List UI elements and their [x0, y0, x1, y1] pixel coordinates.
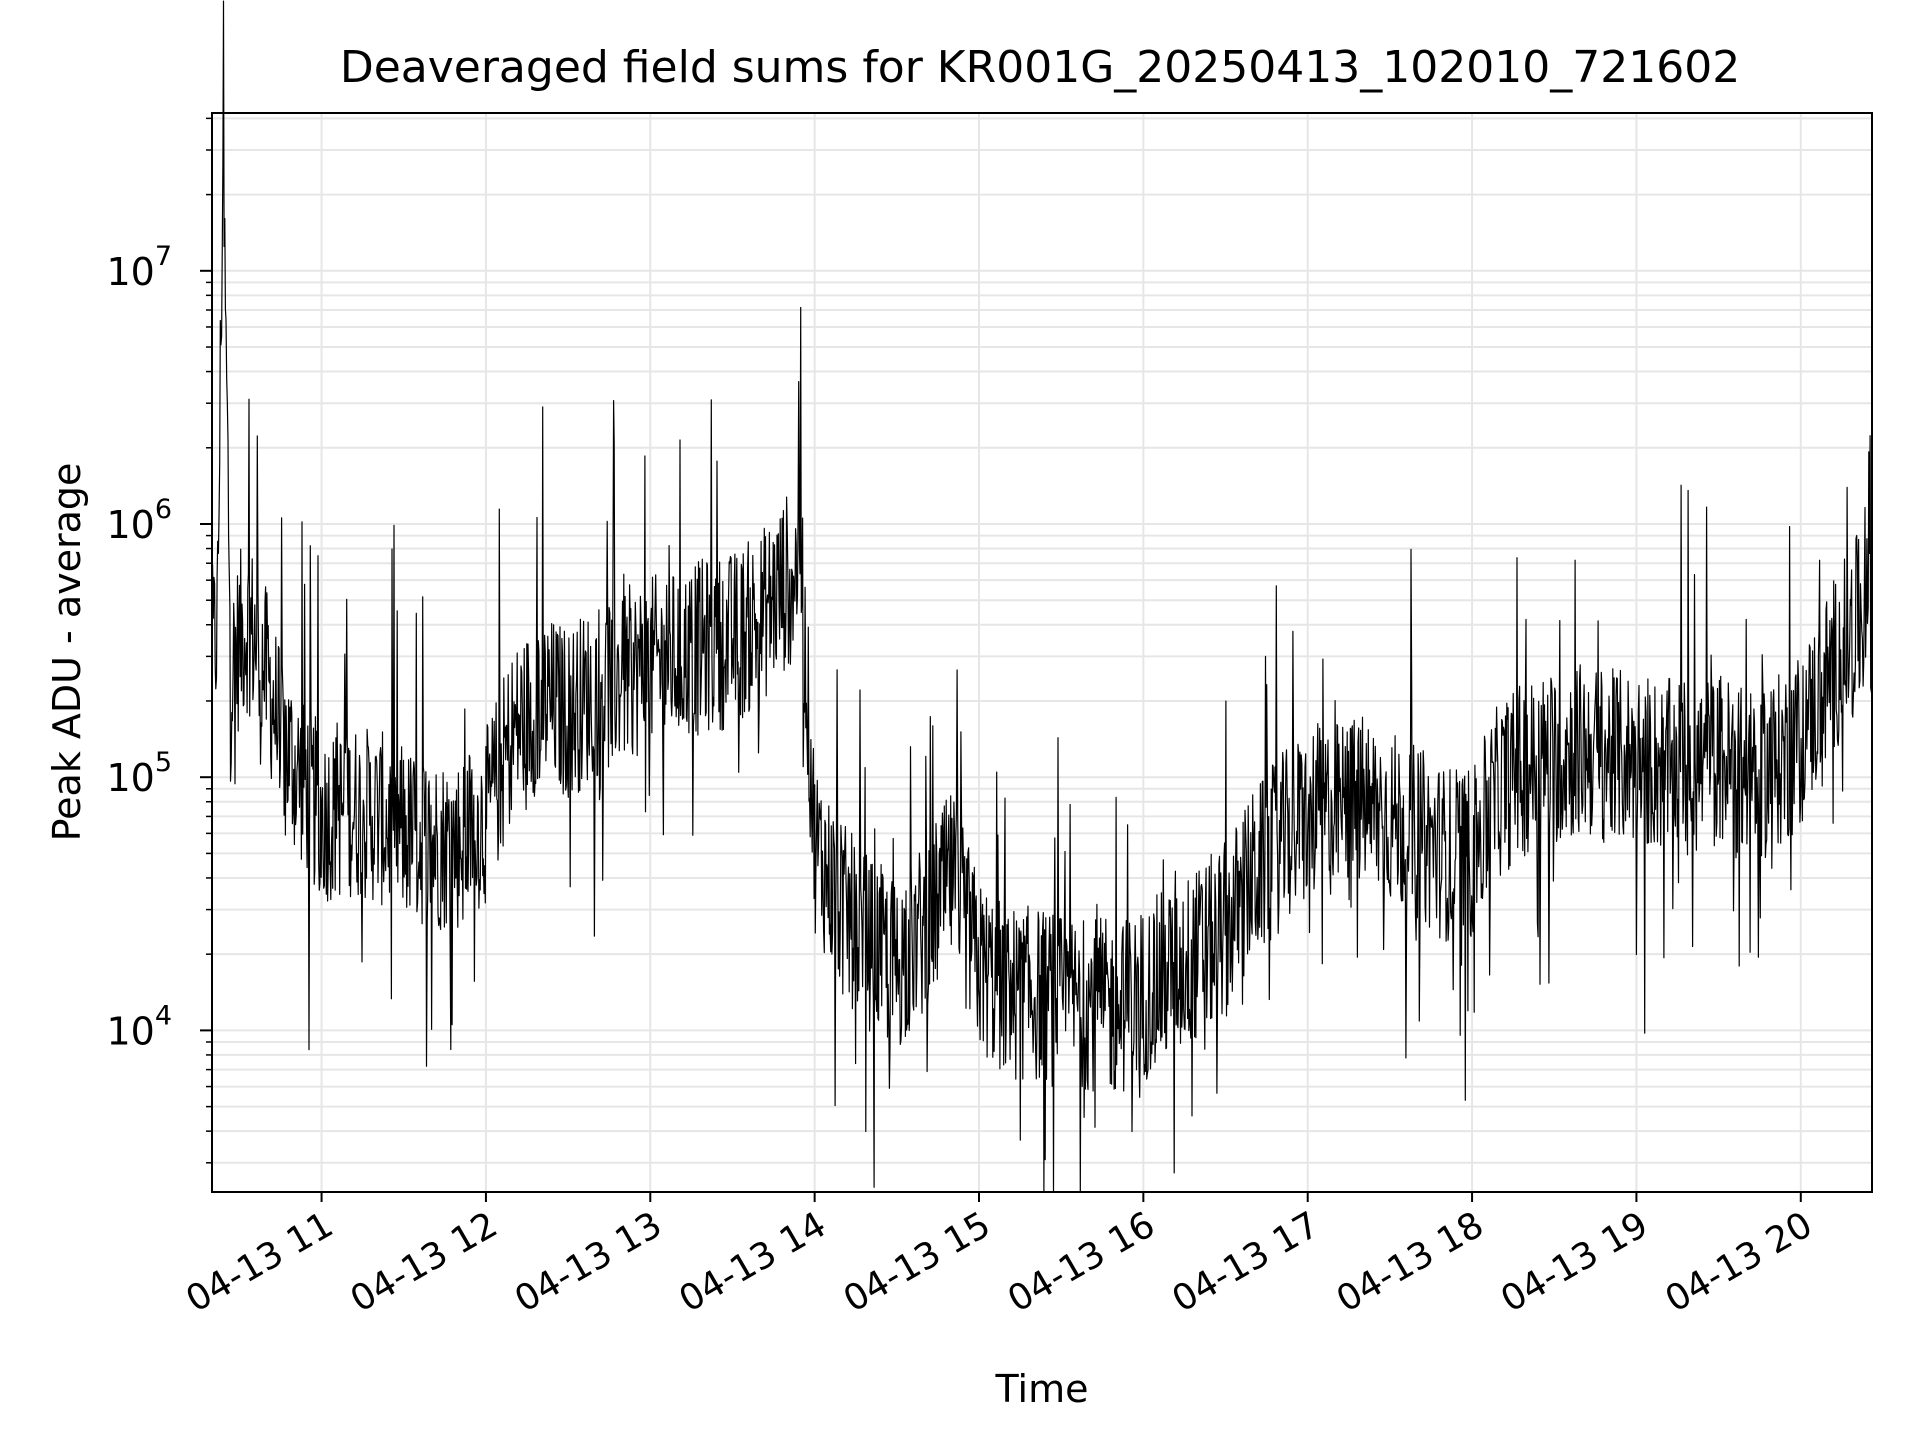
x-axis-label: Time	[995, 1367, 1089, 1411]
grid	[212, 113, 1872, 1192]
y-axis-label: Peak ADU - average	[45, 463, 89, 842]
series-layer	[211, 0, 1873, 1193]
series-line	[211, 0, 1873, 1193]
y-tick-label: 104	[106, 1000, 172, 1053]
chart-title: Deaveraged field sums for KR001G_2025041…	[340, 42, 1740, 93]
plot-frame	[211, 112, 1873, 1193]
